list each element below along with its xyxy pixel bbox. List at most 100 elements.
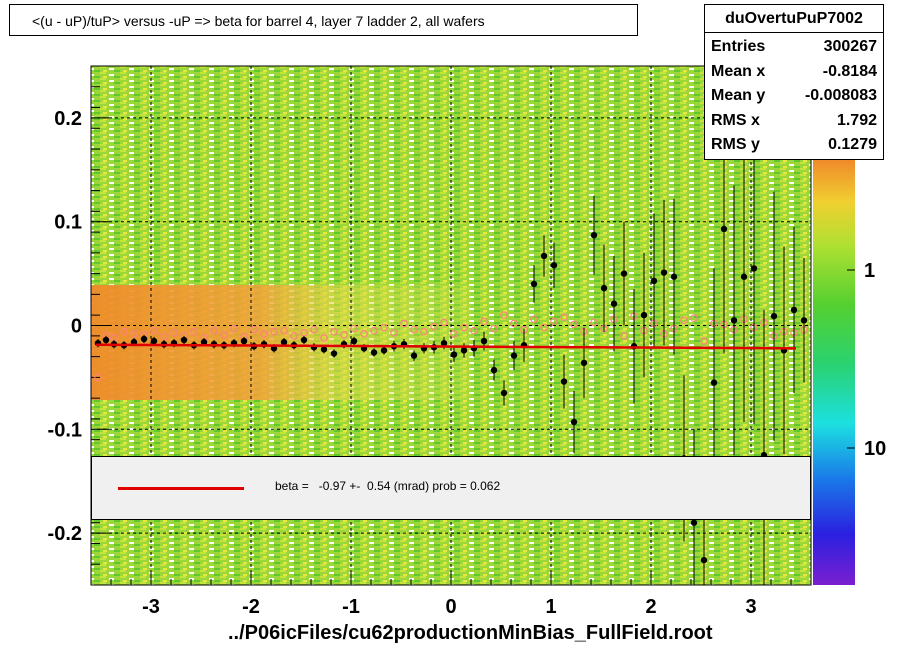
stats-row-mean-y: Mean y -0.008083 — [711, 84, 877, 108]
open-marker — [500, 311, 508, 319]
data-point — [580, 359, 588, 367]
y-tick-label: -0.2 — [48, 523, 82, 545]
open-marker — [440, 318, 448, 327]
open-marker — [530, 315, 538, 324]
data-point — [102, 336, 110, 344]
data-point — [140, 335, 148, 343]
open-marker — [290, 332, 298, 340]
data-point — [330, 350, 338, 357]
stats-row-mean-x: Mean x -0.8184 — [711, 60, 877, 84]
data-point — [460, 347, 468, 354]
data-point — [280, 338, 288, 346]
x-tick-label: -2 — [242, 596, 260, 618]
open-marker — [120, 327, 128, 336]
open-marker — [560, 313, 568, 321]
open-marker — [360, 330, 368, 338]
data-point — [490, 366, 498, 374]
open-marker — [570, 320, 578, 329]
stats-row-rms-y: RMS y 0.1279 — [711, 133, 877, 157]
fit-legend: beta = -0.97 +- 0.54 (mrad) prob = 0.062 — [91, 456, 811, 520]
open-marker — [220, 331, 228, 339]
stats-box: duOvertuPuP7002 Entries 300267 Mean x -0… — [704, 4, 884, 160]
open-marker — [510, 319, 518, 328]
open-marker — [260, 330, 268, 338]
data-point — [710, 379, 718, 386]
stats-key: Mean x — [711, 63, 766, 80]
x-tick-label: 2 — [645, 596, 656, 618]
title-box: <(u - uP)/tuP> versus -uP => beta for ba… — [9, 4, 638, 36]
open-marker — [700, 337, 708, 345]
open-marker — [340, 331, 348, 339]
data-point — [510, 352, 518, 359]
data-point — [150, 337, 158, 345]
stats-value: -0.8184 — [822, 63, 877, 80]
open-marker — [400, 319, 408, 328]
stats-key: RMS y — [711, 136, 760, 153]
open-marker — [390, 328, 398, 337]
data-point — [740, 273, 748, 280]
stats-key: Mean y — [711, 87, 766, 104]
open-marker — [490, 324, 498, 333]
data-point — [560, 378, 568, 385]
data-point — [480, 337, 488, 345]
open-marker — [380, 323, 388, 332]
y-tick-label: 0.2 — [54, 108, 82, 130]
stats-value: 0.1279 — [828, 136, 877, 153]
data-point — [610, 300, 618, 307]
data-point — [800, 317, 808, 324]
z-tick-label: 1 — [864, 260, 875, 282]
data-point — [700, 556, 708, 564]
open-marker — [230, 324, 238, 333]
open-marker — [410, 325, 418, 334]
open-marker — [94, 373, 102, 382]
data-point — [620, 270, 628, 277]
stats-value: -0.008083 — [804, 87, 877, 104]
z-tick-label: 10 — [864, 438, 886, 460]
open-marker — [350, 324, 358, 333]
open-marker — [540, 323, 548, 332]
fit-line — [95, 343, 797, 350]
data-point — [200, 338, 208, 346]
data-point — [370, 349, 378, 356]
open-marker — [450, 330, 458, 338]
open-marker — [370, 326, 378, 335]
open-marker — [320, 334, 328, 342]
stats-value: 300267 — [823, 38, 877, 55]
open-marker — [250, 325, 258, 334]
open-marker — [480, 317, 488, 326]
data-point — [770, 312, 778, 320]
stats-value: 1.792 — [836, 112, 877, 129]
stats-histogram-name: duOvertuPuP7002 — [705, 5, 883, 33]
open-marker — [460, 323, 468, 332]
open-marker — [150, 326, 158, 335]
x-tick-label: 0 — [445, 596, 456, 618]
data-point — [660, 269, 668, 276]
y-tick-label: 0 — [71, 316, 82, 338]
data-point — [320, 346, 328, 353]
open-marker — [420, 327, 428, 336]
data-point — [440, 339, 448, 347]
stats-row-rms-x: RMS x 1.792 — [711, 109, 877, 133]
open-marker — [310, 325, 318, 334]
data-point — [350, 337, 358, 345]
data-point — [240, 337, 248, 345]
fit-layer — [95, 343, 797, 350]
open-marker — [130, 330, 138, 338]
data-point — [650, 277, 658, 285]
open-marker — [470, 326, 478, 335]
axes: -3 -2 -1 0 1 2 3 -0.2 -0.1 0 0.1 0.2 — [48, 65, 812, 618]
data-point — [600, 284, 608, 292]
data-point — [730, 317, 738, 324]
data-point — [530, 280, 538, 288]
open-marker — [280, 326, 288, 335]
data-point — [550, 262, 558, 269]
open-marker — [330, 327, 338, 336]
fit-legend-line — [118, 487, 244, 490]
data-point — [300, 336, 308, 344]
data-point — [790, 306, 798, 314]
open-marker — [210, 326, 218, 335]
open-marker — [270, 327, 278, 336]
data-point — [720, 225, 728, 233]
x-tick-label: -3 — [142, 596, 160, 618]
